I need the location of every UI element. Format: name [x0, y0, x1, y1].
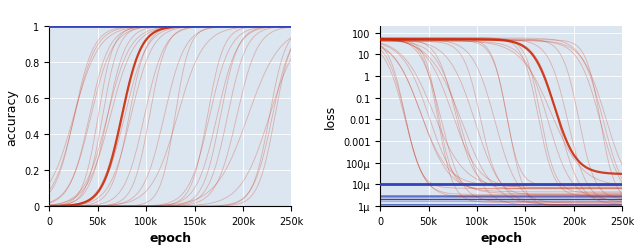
- X-axis label: epoch: epoch: [149, 232, 191, 244]
- Y-axis label: accuracy: accuracy: [6, 88, 19, 145]
- X-axis label: epoch: epoch: [480, 232, 522, 244]
- Y-axis label: loss: loss: [324, 105, 337, 129]
